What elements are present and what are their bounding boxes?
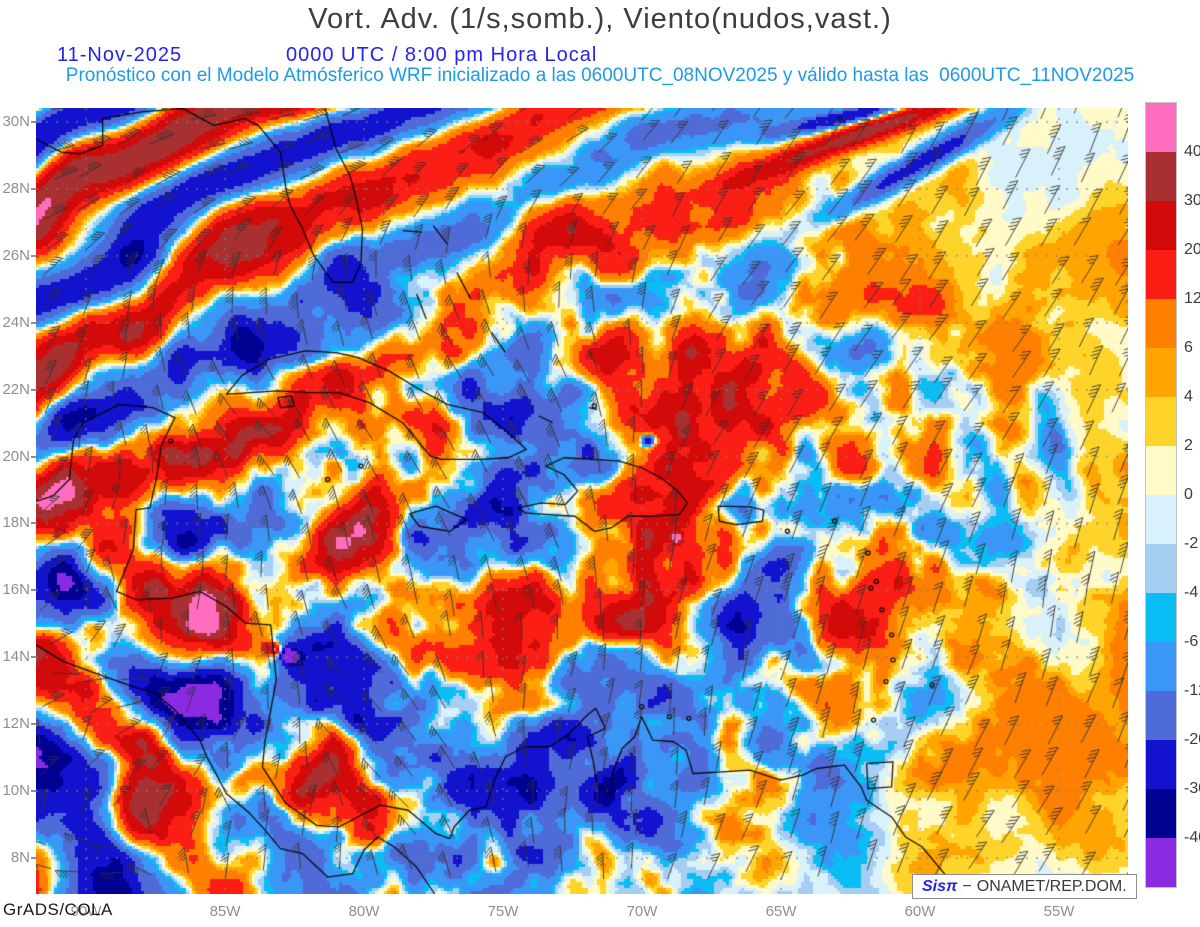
lat-tick — [31, 187, 36, 190]
colorbar-tick-label: -30 — [1184, 780, 1200, 797]
grads-credit: GrADS/COLA — [3, 900, 113, 919]
lat-label: 26N — [2, 246, 30, 264]
lat-tick — [31, 121, 36, 123]
lat-tick — [31, 589, 36, 592]
lat-label: 16N — [2, 581, 30, 599]
colorbar-band — [1146, 691, 1176, 740]
lat-tick — [31, 723, 36, 726]
colorbar-tick-label: 40 — [1184, 143, 1200, 160]
colorbar-tick-label: 6 — [1184, 339, 1193, 356]
lat-tick — [31, 254, 36, 257]
chart-title: Vort. Adv. (1/s,somb.), Viento(nudos,vas… — [308, 3, 892, 35]
colorbar-band — [1146, 103, 1176, 152]
lon-label: 80W — [348, 903, 380, 920]
lon-label: 70W — [626, 903, 658, 920]
colorbar-band — [1146, 250, 1176, 299]
colorbar-band — [1146, 201, 1176, 250]
colorbar-band — [1146, 495, 1176, 544]
lat-label: 18N — [2, 514, 30, 532]
colorbar-tick-label: -4 — [1184, 584, 1199, 601]
colorbar-band — [1146, 152, 1176, 201]
lat-label: 22N — [2, 380, 30, 398]
lat-label: 8N — [10, 849, 30, 866]
lat-label: 30N — [2, 113, 30, 130]
lat-label: 28N — [2, 179, 30, 197]
colorbar-band — [1146, 544, 1176, 593]
lon-label: 90W — [70, 903, 102, 920]
colorbar-tick-label: -20 — [1184, 731, 1200, 748]
brand-prefix: Sisπ — [922, 877, 958, 895]
brand-name: ONAMET/REP.DOM. — [976, 877, 1127, 895]
colorbar-band — [1146, 348, 1176, 397]
lat-tick — [31, 656, 36, 659]
map-canvas — [36, 108, 1128, 894]
colorbar-tick-label: -6 — [1184, 633, 1199, 650]
lat-label: 12N — [2, 715, 30, 733]
colorbar-tick-label: -12 — [1184, 682, 1200, 699]
lon-label: 65W — [765, 903, 797, 920]
colorbar-tick-label: 0 — [1184, 486, 1193, 503]
lat-label: 14N — [2, 648, 30, 666]
lat-tick — [31, 790, 36, 793]
colorbar-band — [1146, 642, 1176, 691]
colorbar — [1145, 102, 1177, 888]
colorbar-tick-label: -2 — [1184, 535, 1199, 552]
lon-label: 60W — [904, 903, 936, 920]
lat-label: 24N — [2, 313, 30, 331]
lat-tick — [31, 321, 36, 324]
lat-tick — [31, 857, 36, 859]
colorbar-band — [1146, 397, 1176, 446]
lon-label: 85W — [209, 903, 241, 920]
lat-label: 20N — [2, 447, 30, 465]
colorbar-tick-label: 2 — [1184, 437, 1193, 454]
colorbar-band — [1146, 740, 1176, 789]
colorbar-tick-label: 30 — [1184, 192, 1200, 209]
colorbar-band — [1146, 789, 1176, 838]
colorbar-tick-label: 20 — [1184, 241, 1200, 258]
lat-tick — [31, 522, 36, 525]
lat-label: 10N — [2, 782, 30, 800]
forecast-note: Pronóstico con el Modelo Atmósferico WRF… — [65, 65, 1135, 86]
valid-date: 11-Nov-2025 — [57, 44, 183, 66]
brand-separator: − — [962, 877, 972, 895]
colorbar-tick-label: 4 — [1184, 388, 1193, 405]
lon-label: 75W — [487, 903, 519, 920]
colorbar-band — [1146, 838, 1176, 887]
lat-tick — [31, 388, 36, 391]
colorbar-band — [1146, 299, 1176, 348]
valid-time: 0000 UTC / 8:00 pm Hora Local — [286, 44, 598, 66]
colorbar-band — [1146, 446, 1176, 495]
brand-box: Sisπ − ONAMET/REP.DOM. — [912, 874, 1137, 899]
colorbar-band — [1146, 593, 1176, 642]
lat-tick — [31, 455, 36, 458]
colorbar-tick-label: -40 — [1184, 829, 1200, 846]
lon-label: 55W — [1043, 903, 1075, 920]
colorbar-tick-label: 12 — [1184, 290, 1200, 307]
